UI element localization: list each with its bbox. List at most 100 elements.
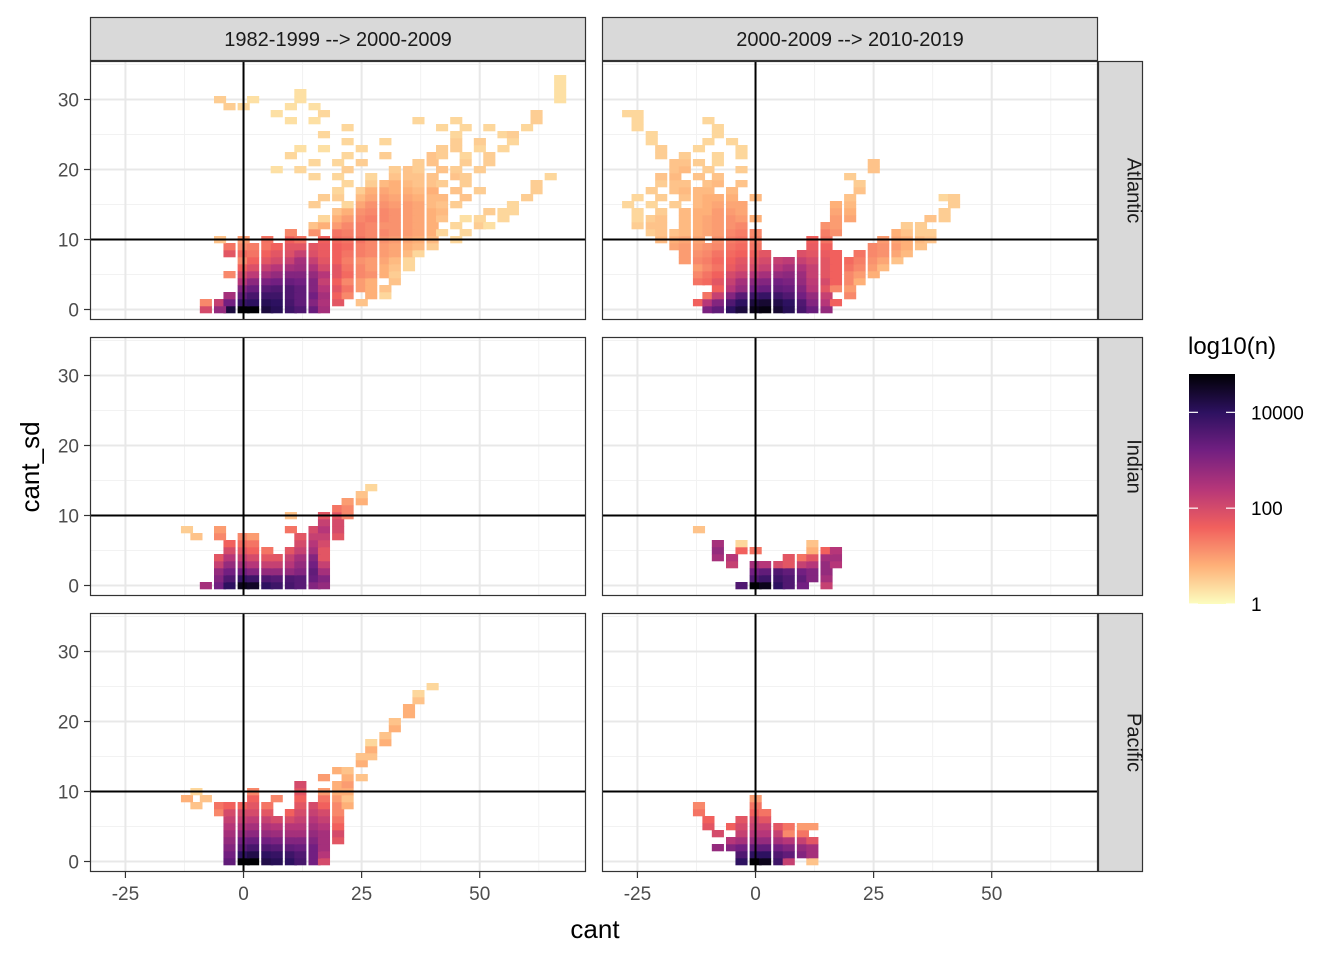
heatmap-cell	[317, 540, 331, 548]
heatmap-cell	[284, 582, 297, 590]
heatmap-cell	[782, 582, 795, 590]
heatmap-cell	[379, 208, 392, 216]
heatmap-cell	[669, 180, 682, 188]
heatmap-cell	[294, 823, 307, 831]
heatmap-cell	[678, 243, 691, 251]
heatmap-cell	[554, 96, 567, 104]
heatmap-cell	[877, 250, 890, 258]
heatmap-cell	[294, 837, 307, 845]
heatmap-cell	[867, 159, 880, 167]
heatmap-cell	[796, 299, 809, 307]
heatmap-cell	[332, 299, 345, 307]
heatmap-cell	[796, 568, 809, 576]
heatmap-cell	[294, 844, 307, 852]
y-tick-label: 10	[58, 507, 79, 528]
heatmap-cell	[223, 816, 236, 824]
heatmap-cell	[294, 568, 307, 576]
heatmap-cell	[844, 201, 857, 209]
heatmap-cell	[402, 222, 416, 230]
heatmap-cell	[294, 533, 307, 541]
heatmap-cell	[332, 187, 345, 195]
heatmap-cell	[355, 194, 368, 202]
heatmap-cell	[388, 173, 401, 181]
heatmap-cell	[759, 575, 772, 583]
heatmap-cell	[544, 173, 557, 181]
y-tick-label: 0	[68, 301, 79, 322]
heatmap-cell	[796, 851, 809, 859]
heatmap-cell	[806, 540, 819, 548]
heatmap-cell	[735, 582, 748, 590]
heatmap-cell	[247, 257, 260, 265]
heatmap-cell	[284, 299, 297, 307]
heatmap-cell	[270, 816, 283, 824]
heatmap-cell	[412, 117, 425, 125]
heatmap-cell	[436, 201, 449, 209]
heatmap-cell	[473, 166, 486, 174]
heatmap-cell	[355, 285, 368, 293]
heatmap-cell	[891, 229, 904, 237]
heatmap-cell	[853, 257, 866, 265]
heatmap-cell	[426, 222, 439, 230]
heatmap-cell	[247, 582, 260, 590]
heatmap-cell	[702, 816, 715, 824]
heatmap-cell	[806, 561, 819, 569]
heatmap-cell	[726, 823, 739, 831]
heatmap-cell	[294, 292, 307, 300]
panel-background	[602, 337, 1098, 596]
heatmap-cell	[948, 201, 961, 209]
heatmap-cell	[332, 802, 345, 810]
heatmap-cell	[247, 561, 260, 569]
heatmap-cell	[317, 858, 331, 866]
heatmap-cell	[692, 271, 706, 279]
heatmap-cell	[317, 292, 331, 300]
heatmap-cell	[284, 575, 297, 583]
heatmap-cell	[284, 271, 297, 279]
heatmap-cell	[261, 858, 274, 866]
heatmap-cell	[702, 271, 715, 279]
heatmap-cell	[341, 257, 354, 265]
heatmap-cell	[332, 533, 345, 541]
heatmap-cell	[247, 554, 260, 562]
heatmap-cell	[317, 547, 331, 555]
heatmap-cell	[294, 816, 307, 824]
heatmap-cell	[436, 194, 449, 202]
heatmap-cell	[388, 166, 401, 174]
heatmap-cell	[341, 229, 354, 237]
heatmap-cell	[270, 554, 283, 562]
heatmap-cell	[341, 215, 354, 223]
heatmap-cell	[355, 145, 368, 153]
heatmap-cell	[332, 285, 345, 293]
heatmap-cell	[773, 851, 786, 859]
heatmap-cell	[735, 229, 748, 237]
heatmap-cell	[877, 257, 890, 265]
heatmap-cell	[388, 264, 401, 272]
heatmap-cell	[853, 187, 866, 195]
panel-border	[601, 60, 1099, 321]
heatmap-cell	[782, 271, 795, 279]
heatmap-cell	[317, 264, 331, 272]
heatmap-cell	[702, 823, 715, 831]
heatmap-cell	[308, 802, 321, 810]
heatmap-cell	[270, 264, 283, 272]
heatmap-cell	[678, 187, 691, 195]
heatmap-cell	[317, 526, 331, 534]
heatmap-cell	[483, 222, 496, 230]
heatmap-cell	[829, 208, 843, 216]
heatmap-cell	[341, 271, 354, 279]
heatmap-cell	[341, 208, 354, 216]
heatmap-cell	[294, 809, 307, 817]
heatmap-cell	[782, 292, 795, 300]
heatmap-cell	[317, 575, 331, 583]
heatmap-cell	[379, 264, 392, 272]
heatmap-cell	[702, 166, 715, 174]
heatmap-cell	[645, 187, 658, 195]
heatmap-cell	[355, 159, 368, 167]
heatmap-cell	[284, 526, 297, 534]
heatmap-cell	[270, 830, 283, 838]
heatmap-cell	[308, 858, 321, 866]
heatmap-cell	[711, 540, 724, 548]
heatmap-cell	[782, 299, 795, 307]
heatmap-cell	[669, 166, 682, 174]
heatmap-cell	[214, 96, 227, 104]
heatmap-cell	[308, 117, 321, 125]
